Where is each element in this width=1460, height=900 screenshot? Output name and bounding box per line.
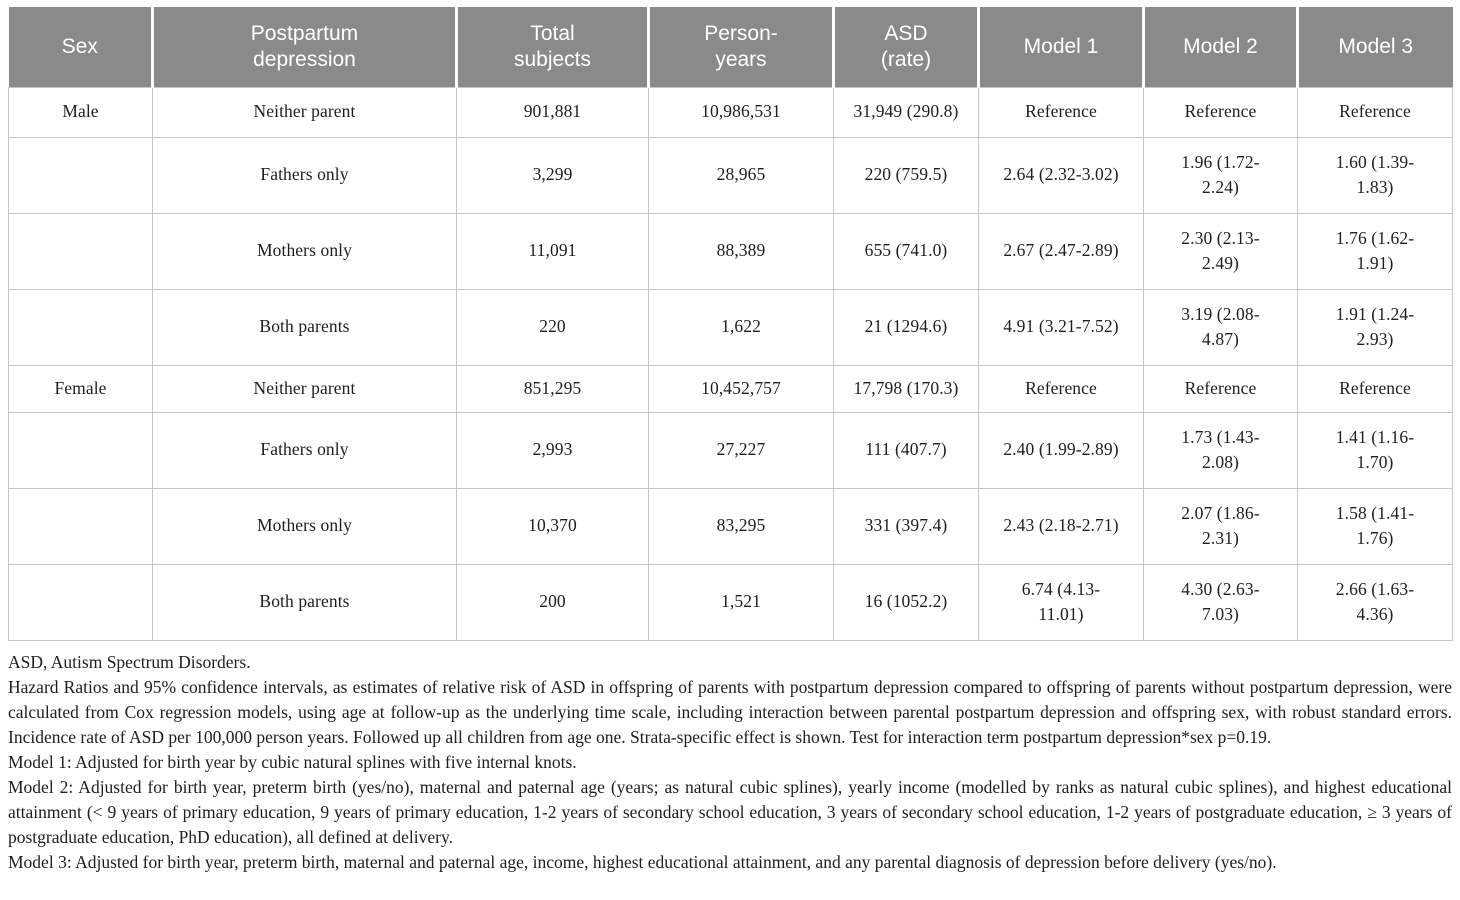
- cell-total-subjects: 3,299: [456, 136, 649, 214]
- table-body: Male Neither parent 901,881 10,986,531 3…: [8, 86, 1453, 641]
- cell-asd-rate: 31,949 (290.8): [833, 86, 979, 138]
- cell-model-3: Reference: [1297, 86, 1453, 138]
- cell-model-3: 1.76 (1.62- 1.91): [1297, 212, 1453, 290]
- cell-sex: [8, 136, 153, 214]
- footnote-model-2: Model 2: Adjusted for birth year, preter…: [8, 776, 1452, 847]
- cell-model-2: 1.96 (1.72- 2.24): [1143, 136, 1298, 214]
- cell-model-1: 2.40 (1.99-2.89): [978, 411, 1144, 489]
- cell-sex: [8, 487, 153, 565]
- table-row-male-fathers-only: Fathers only 3,299 28,965 220 (759.5) 2.…: [8, 136, 1453, 214]
- cell-sex: [8, 212, 153, 290]
- cell-sex: [8, 563, 153, 641]
- cell-sex: Female: [8, 364, 153, 413]
- cell-model-1: 2.43 (2.18-2.71): [978, 487, 1144, 565]
- table-header: Sex Postpartum depression Total subjects…: [8, 7, 1453, 87]
- cell-model-2: Reference: [1143, 86, 1298, 138]
- cell-total-subjects: 851,295: [456, 364, 649, 413]
- cell-total-subjects: 11,091: [456, 212, 649, 290]
- column-header-person-years: Person- years: [647, 7, 834, 87]
- cell-asd-rate: 21 (1294.6): [833, 288, 979, 366]
- column-header-model-3: Model 3: [1296, 7, 1453, 87]
- column-header-model-2: Model 2: [1142, 7, 1298, 87]
- cell-postpartum-depression: Neither parent: [152, 364, 457, 413]
- cell-model-2: 2.07 (1.86- 2.31): [1143, 487, 1298, 565]
- cell-model-2: Reference: [1143, 364, 1298, 413]
- cell-total-subjects: 2,993: [456, 411, 649, 489]
- cell-total-subjects: 220: [456, 288, 649, 366]
- cell-model-3: 1.58 (1.41- 1.76): [1297, 487, 1453, 565]
- table-row-male-mothers-only: Mothers only 11,091 88,389 655 (741.0) 2…: [8, 212, 1453, 290]
- cell-model-1: 6.74 (4.13- 11.01): [978, 563, 1144, 641]
- cell-model-2: 1.73 (1.43- 2.08): [1143, 411, 1298, 489]
- cell-model-2: 4.30 (2.63- 7.03): [1143, 563, 1298, 641]
- cell-postpartum-depression: Mothers only: [152, 212, 457, 290]
- cell-model-3: 2.66 (1.63- 4.36): [1297, 563, 1453, 641]
- cell-asd-rate: 220 (759.5): [833, 136, 979, 214]
- column-header-asd-rate: ASD (rate): [832, 7, 979, 87]
- cell-model-3: 1.60 (1.39- 1.83): [1297, 136, 1453, 214]
- cell-person-years: 88,389: [648, 212, 834, 290]
- cell-sex: [8, 288, 153, 366]
- cell-model-3: 1.91 (1.24- 2.93): [1297, 288, 1453, 366]
- footnote-model-3: Model 3: Adjusted for birth year, preter…: [8, 851, 1277, 872]
- footnote-methods: Hazard Ratios and 95% confidence interva…: [8, 676, 1452, 747]
- results-table: Sex Postpartum depression Total subjects…: [8, 7, 1453, 641]
- cell-person-years: 27,227: [648, 411, 834, 489]
- table-row-male-neither-parent: Male Neither parent 901,881 10,986,531 3…: [8, 86, 1453, 138]
- cell-postpartum-depression: Fathers only: [152, 136, 457, 214]
- cell-asd-rate: 655 (741.0): [833, 212, 979, 290]
- footnote-model-1: Model 1: Adjusted for birth year by cubi…: [8, 751, 577, 772]
- cell-postpartum-depression: Both parents: [152, 288, 457, 366]
- cell-total-subjects: 901,881: [456, 86, 649, 138]
- cell-person-years: 10,986,531: [648, 86, 834, 138]
- cell-model-2: 2.30 (2.13- 2.49): [1143, 212, 1298, 290]
- cell-person-years: 28,965: [648, 136, 834, 214]
- cell-model-1: 2.67 (2.47-2.89): [978, 212, 1144, 290]
- cell-asd-rate: 331 (397.4): [833, 487, 979, 565]
- header-row: Sex Postpartum depression Total subjects…: [8, 7, 1453, 87]
- table-row-female-neither-parent: Female Neither parent 851,295 10,452,757…: [8, 364, 1453, 413]
- column-header-total-subjects: Total subjects: [455, 7, 649, 87]
- table-footnotes: ASD, Autism Spectrum Disorders. Hazard R…: [8, 650, 1452, 875]
- cell-postpartum-depression: Both parents: [152, 563, 457, 641]
- document-page: Sex Postpartum depression Total subjects…: [8, 7, 1453, 875]
- column-header-model-1: Model 1: [977, 7, 1144, 87]
- cell-person-years: 1,521: [648, 563, 834, 641]
- cell-total-subjects: 200: [456, 563, 649, 641]
- cell-sex: [8, 411, 153, 489]
- cell-person-years: 10,452,757: [648, 364, 834, 413]
- column-header-postpartum-depression: Postpartum depression: [151, 7, 457, 87]
- cell-model-1: 4.91 (3.21-7.52): [978, 288, 1144, 366]
- table-row-female-both-parents: Both parents 200 1,521 16 (1052.2) 6.74 …: [8, 563, 1453, 641]
- cell-postpartum-depression: Neither parent: [152, 86, 457, 138]
- cell-asd-rate: 16 (1052.2): [833, 563, 979, 641]
- cell-model-3: Reference: [1297, 364, 1453, 413]
- cell-asd-rate: 17,798 (170.3): [833, 364, 979, 413]
- column-header-sex: Sex: [8, 7, 153, 87]
- cell-postpartum-depression: Mothers only: [152, 487, 457, 565]
- cell-sex: Male: [8, 86, 153, 138]
- cell-model-1: 2.64 (2.32-3.02): [978, 136, 1144, 214]
- cell-postpartum-depression: Fathers only: [152, 411, 457, 489]
- table-row-male-both-parents: Both parents 220 1,622 21 (1294.6) 4.91 …: [8, 288, 1453, 366]
- table-row-female-fathers-only: Fathers only 2,993 27,227 111 (407.7) 2.…: [8, 411, 1453, 489]
- cell-person-years: 1,622: [648, 288, 834, 366]
- cell-model-2: 3.19 (2.08- 4.87): [1143, 288, 1298, 366]
- footnote-abbreviation: ASD, Autism Spectrum Disorders.: [8, 651, 251, 672]
- cell-total-subjects: 10,370: [456, 487, 649, 565]
- cell-model-1: Reference: [978, 86, 1144, 138]
- cell-model-1: Reference: [978, 364, 1144, 413]
- cell-asd-rate: 111 (407.7): [833, 411, 979, 489]
- cell-model-3: 1.41 (1.16- 1.70): [1297, 411, 1453, 489]
- cell-person-years: 83,295: [648, 487, 834, 565]
- table-row-female-mothers-only: Mothers only 10,370 83,295 331 (397.4) 2…: [8, 487, 1453, 565]
